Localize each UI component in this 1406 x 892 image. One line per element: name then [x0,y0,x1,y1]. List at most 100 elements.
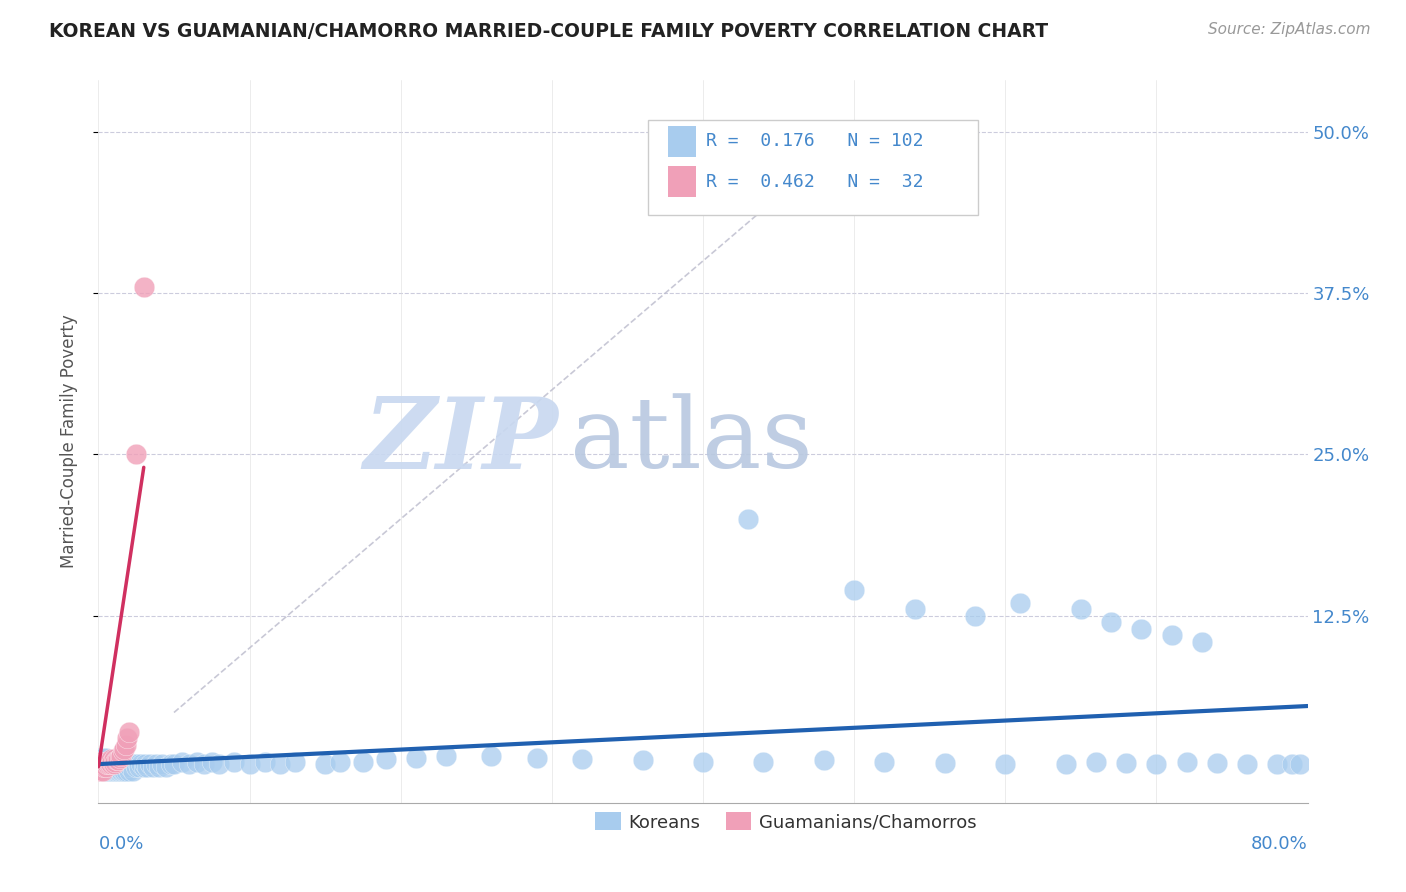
Point [129,757,152,772]
Point [91,757,114,772]
Point [111,764,134,778]
Point [91,764,114,778]
Text: Koreans: Koreans [628,814,700,831]
Point [104,764,127,778]
Point [904,602,927,616]
Point [155,760,177,774]
Point [87,755,110,769]
Point [100,757,122,772]
Point [193,757,215,772]
Point [125,760,148,774]
Point [114,738,136,752]
Point [114,757,136,772]
Point [122,764,145,778]
Text: 80.0%: 80.0% [1251,835,1308,854]
Point [752,755,775,769]
Point [87,757,110,772]
Point [90,764,112,778]
Point [107,753,129,767]
Point [107,757,129,772]
Point [112,741,135,756]
Point [186,755,208,769]
Point [253,755,276,769]
Point [1010,596,1032,610]
Point [96,757,118,772]
Point [1191,634,1213,648]
Point [1206,756,1229,770]
Point [170,755,193,769]
Point [124,757,146,772]
Point [121,757,143,772]
Point [1099,615,1122,630]
Point [1236,757,1258,772]
Point [94,755,117,769]
Point [994,757,1017,772]
Text: 0.0%: 0.0% [98,835,143,854]
Point [1054,757,1077,772]
Point [98,757,121,772]
Point [405,750,427,764]
Point [98,755,121,769]
Point [93,755,115,769]
Point [104,757,127,772]
Point [1144,757,1167,772]
Point [284,755,307,769]
Point [1160,628,1182,642]
Point [737,512,759,526]
Point [118,764,141,778]
Point [118,724,141,739]
Point [96,757,118,772]
Point [110,749,132,764]
Point [108,750,131,764]
Point [142,760,165,774]
Point [112,764,135,778]
Point [111,757,134,772]
Point [115,760,138,774]
Point [965,608,987,623]
Point [1085,755,1108,769]
Point [374,752,396,766]
Point [1289,757,1312,772]
Point [128,760,150,774]
Point [208,757,231,772]
Point [160,757,183,772]
Point [526,750,548,764]
Point [631,753,654,767]
Point [90,757,112,772]
Point [93,760,115,774]
Point [1281,757,1303,772]
Point [98,757,121,772]
Text: R =  0.462   N =  32: R = 0.462 N = 32 [706,173,924,191]
Point [135,760,157,774]
Point [115,731,138,746]
Text: Source: ZipAtlas.com: Source: ZipAtlas.com [1208,22,1371,37]
Point [125,447,148,461]
Point [692,755,714,769]
Point [100,757,122,772]
Point [329,755,352,769]
Point [844,582,866,597]
Point [934,756,956,770]
Text: KOREAN VS GUAMANIAN/CHAMORRO MARRIED-COUPLE FAMILY POVERTY CORRELATION CHART: KOREAN VS GUAMANIAN/CHAMORRO MARRIED-COU… [49,22,1049,41]
Point [105,757,128,772]
Point [110,764,132,778]
Point [87,750,110,764]
Point [87,764,110,778]
Point [87,757,110,772]
Point [101,764,124,778]
Point [91,757,114,772]
Y-axis label: Married-Couple Family Poverty: Married-Couple Family Poverty [59,315,77,568]
Point [352,755,374,769]
Text: Guamanians/Chamorros: Guamanians/Chamorros [759,814,976,831]
Point [179,757,201,772]
Point [103,755,125,769]
Point [1130,622,1153,636]
Point [150,757,173,772]
Point [1115,756,1137,770]
Point [94,764,117,778]
Point [434,749,457,764]
Point [127,757,149,772]
Point [239,757,262,772]
Point [105,764,128,778]
Point [134,757,156,772]
